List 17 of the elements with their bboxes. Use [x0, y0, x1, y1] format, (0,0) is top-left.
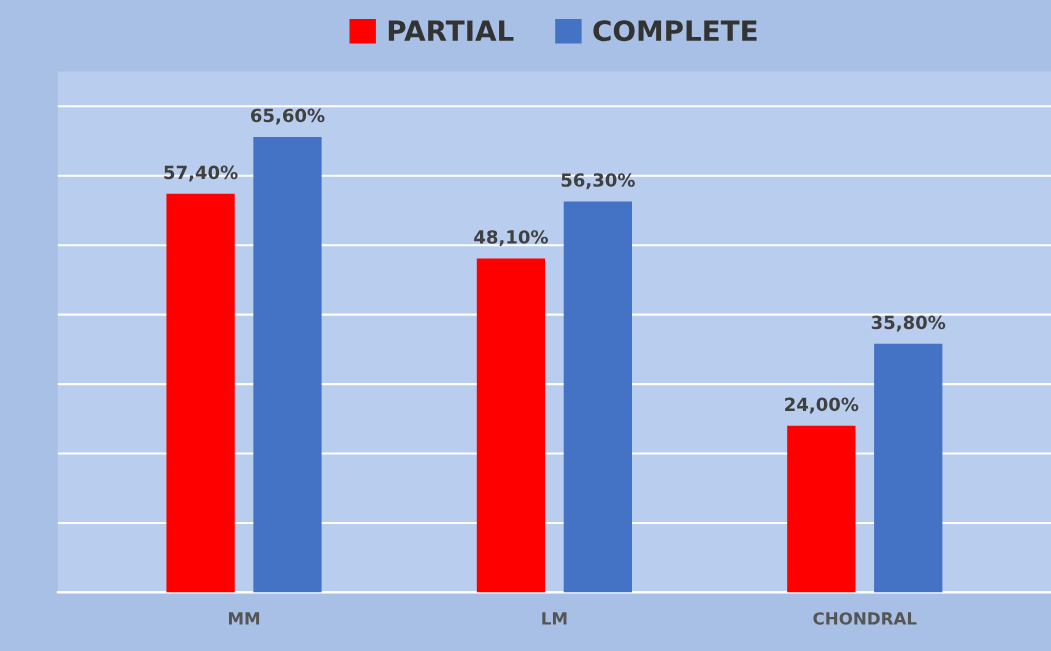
data-label: 48,10% — [474, 230, 548, 247]
legend-label: PARTIAL — [388, 20, 514, 41]
bar — [253, 136, 322, 593]
data-label: 65,60% — [251, 108, 325, 125]
data-label: 35,80% — [871, 315, 946, 332]
bar — [563, 201, 632, 593]
x-tick-label: CHONDRAL — [813, 612, 917, 625]
x-tick-label: LM — [542, 612, 567, 625]
legend-label: COMPLETE — [593, 20, 757, 42]
bar — [874, 343, 943, 593]
x-tick-label: MM — [228, 612, 260, 625]
bar — [166, 193, 235, 593]
data-label: 56,30% — [561, 173, 635, 190]
data-label: 57,40% — [164, 165, 238, 182]
bar — [476, 258, 546, 593]
bar — [787, 425, 856, 593]
data-label: 24,00% — [785, 397, 859, 414]
